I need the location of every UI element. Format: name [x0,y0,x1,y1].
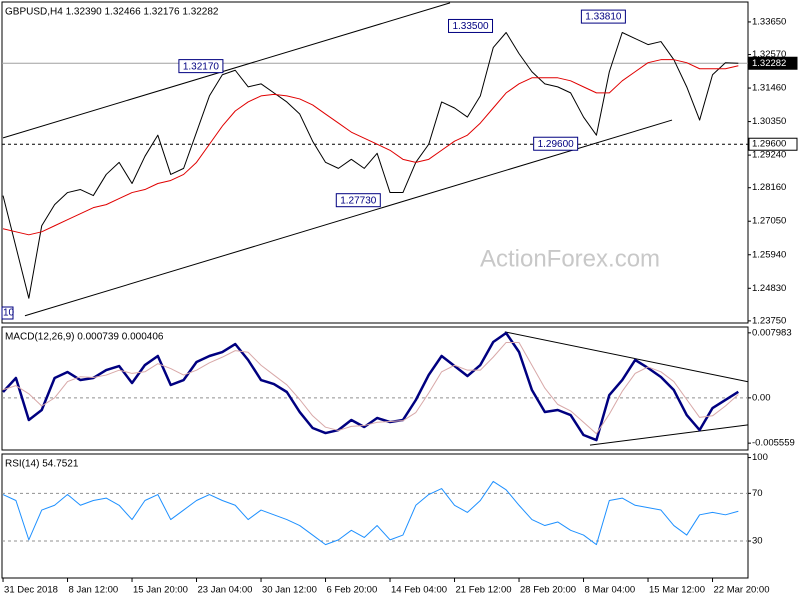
y-tick-label: 1.27050 [752,216,786,227]
panel-title: GBPUSD,H4 1.32390 1.32466 1.32176 1.3228… [5,7,219,18]
edge-label: 10 [3,308,15,319]
x-tick-label: 21 Feb 12:00 [456,585,512,596]
series-line [2,32,739,299]
series-line [2,59,739,236]
annotation-label: 1.33500 [452,21,489,32]
y-tick-label: 1.31460 [752,83,786,94]
trend-line [24,119,673,317]
series-line [2,331,739,442]
level-label: 1.32282 [752,58,786,69]
y-tick-label: 1.24830 [752,283,786,294]
annotation-label: 1.33810 [585,12,622,23]
annotation-label: 1.27730 [340,195,377,206]
annotation-label: 1.32170 [183,61,220,72]
y-tick-label: 0.00 [752,392,771,403]
y-tick-label: 100 [752,452,768,463]
annotation-box [533,136,579,151]
x-tick-label: 30 Jan 12:00 [262,585,317,596]
level-label: 1.29600 [752,139,786,150]
trend-line [504,331,749,383]
y-tick-label: 1.28160 [752,182,786,193]
panel-frame [1,1,749,324]
panel-frame [1,326,749,451]
panel-title: RSI(14) 54.7521 [5,459,79,470]
series-line [2,341,739,435]
annotation-box [178,59,224,74]
x-tick-label: 8 Mar 04:00 [585,585,636,596]
y-tick-label: 1.32570 [752,49,786,60]
x-tick-label: 31 Dec 2018 [4,585,58,596]
y-tick-label: 1.29240 [752,150,786,161]
x-tick-label: 28 Feb 20:00 [520,585,576,596]
y-tick-label: 30 [752,536,763,547]
trend-line [589,424,749,446]
trend-line [2,2,451,139]
x-tick-label: 15 Mar 12:00 [649,585,705,596]
x-tick-label: 8 Jan 12:00 [69,585,119,596]
level-label-box [748,56,798,70]
level-label-box [748,137,798,151]
watermark: ActionForex.com [480,245,660,272]
x-tick-label: 15 Jan 20:00 [133,585,188,596]
y-tick-label: 0.007983 [752,327,792,338]
y-tick-label: 1.25940 [752,249,786,260]
annotation-box [335,193,381,208]
y-tick-label: 70 [752,488,763,499]
x-tick-label: 6 Feb 20:00 [327,585,378,596]
x-tick-label: 14 Feb 04:00 [391,585,447,596]
panel-title: MACD(12,26,9) 0.000739 0.000406 [5,332,164,343]
panel-frame [1,453,749,579]
x-tick-label: 23 Jan 04:00 [198,585,253,596]
series-line [2,480,739,546]
annotation-label: 1.29600 [538,139,575,150]
annotation-box [580,9,626,24]
y-tick-label: 1.23750 [752,315,786,326]
y-tick-label: -0.005559 [752,438,795,449]
annotation-box [448,18,494,33]
edge-label-box [1,306,14,320]
y-tick-label: 1.30350 [752,116,786,127]
x-tick-label: 22 Mar 20:00 [714,585,770,596]
y-tick-label: 1.33650 [752,16,786,27]
